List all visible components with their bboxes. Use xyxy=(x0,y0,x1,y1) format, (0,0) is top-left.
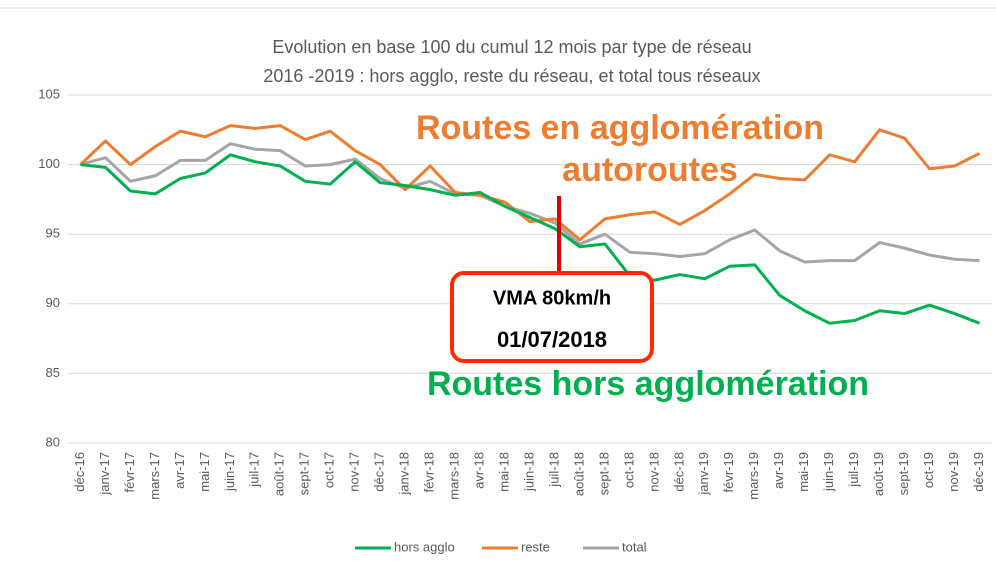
x-tick-label: août-17 xyxy=(272,452,287,496)
x-tick-label: févr-19 xyxy=(721,452,736,492)
annotation-box xyxy=(450,271,654,363)
series-line xyxy=(80,153,981,325)
x-tick-label: déc-17 xyxy=(372,452,387,492)
x-tick-label: nov-19 xyxy=(946,452,961,492)
y-tick-label: 90 xyxy=(46,295,60,310)
x-tick-label: juil-17 xyxy=(247,452,262,488)
x-tick-label: sept-19 xyxy=(896,452,911,495)
x-tick-label: juin-18 xyxy=(521,452,536,492)
y-tick-label: 80 xyxy=(46,434,60,449)
x-tick-label: mai-17 xyxy=(197,452,212,492)
y-tick-label: 105 xyxy=(38,86,60,101)
x-tick-label: mars-19 xyxy=(746,452,761,500)
legend-label: hors agglo xyxy=(394,539,455,554)
annotation: Routes hors agglomération xyxy=(427,365,869,403)
series-line xyxy=(80,142,980,264)
y-tick-label: 100 xyxy=(38,156,60,171)
annotation: autoroutes xyxy=(562,151,738,189)
x-tick-label: avr-19 xyxy=(771,452,786,489)
x-tick-label: oct-18 xyxy=(621,452,636,488)
chart-title: Evolution en base 100 du cumul 12 mois p… xyxy=(272,37,751,57)
x-tick-label: avr-17 xyxy=(172,452,187,489)
x-tick-label: sept-17 xyxy=(297,452,312,495)
x-tick-label: août-19 xyxy=(871,452,886,496)
x-tick-label: déc-16 xyxy=(72,452,87,492)
x-tick-label: juil-19 xyxy=(846,452,861,488)
x-tick-label: janv-19 xyxy=(696,452,711,496)
annotation: 01/07/2018 xyxy=(497,327,607,352)
x-tick-label: févr-18 xyxy=(422,452,437,492)
x-tick-label: juin-19 xyxy=(821,452,836,492)
x-tick-label: févr-17 xyxy=(122,452,137,492)
x-tick-label: juin-17 xyxy=(222,452,237,492)
chart-subtitle: 2016 -2019 : hors agglo, reste du réseau… xyxy=(263,66,760,86)
series-line xyxy=(79,124,981,242)
x-tick-label: juil-18 xyxy=(546,452,561,488)
x-tick-label: mai-19 xyxy=(796,452,811,492)
x-tick-label: mars-17 xyxy=(147,452,162,500)
x-tick-label: janv-18 xyxy=(397,452,412,496)
x-tick-label: mars-18 xyxy=(447,452,462,500)
x-tick-label: août-18 xyxy=(571,452,586,496)
y-tick-label: 95 xyxy=(46,226,60,241)
x-tick-label: oct-17 xyxy=(322,452,337,488)
x-tick-label: mai-18 xyxy=(496,452,511,492)
annotation: VMA 80km/h xyxy=(493,287,611,309)
x-tick-label: déc-18 xyxy=(671,452,686,492)
legend-label: total xyxy=(622,539,647,554)
x-tick-label: nov-17 xyxy=(347,452,362,492)
x-tick-label: janv-17 xyxy=(97,452,112,496)
x-tick-label: déc-19 xyxy=(971,452,986,492)
x-tick-label: oct-19 xyxy=(921,452,936,488)
x-tick-label: avr-18 xyxy=(471,452,486,489)
x-tick-label: sept-18 xyxy=(596,452,611,495)
x-tick-label: nov-18 xyxy=(646,452,661,492)
legend-label: reste xyxy=(521,539,550,554)
annotation: Routes en agglomération xyxy=(416,109,824,147)
y-tick-label: 85 xyxy=(46,365,60,380)
